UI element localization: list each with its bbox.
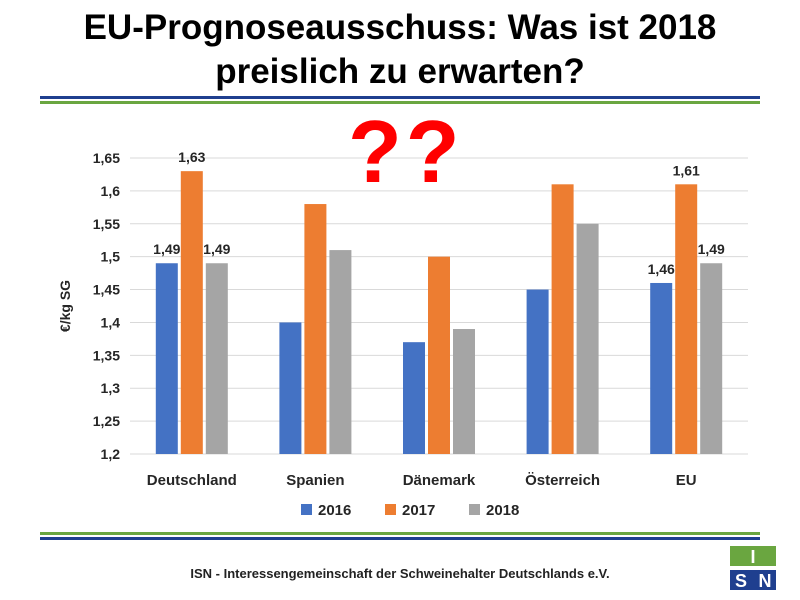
bar [279, 322, 302, 454]
footer-text: ISN - Interessengemeinschaft der Schwein… [190, 566, 610, 581]
svg-text:S: S [735, 571, 747, 591]
slide-title: EU-Prognoseausschuss: Was ist 2018 preis… [0, 6, 800, 94]
y-tick-label: 1,3 [101, 380, 121, 396]
isn-logo: I S N [728, 544, 778, 592]
y-tick-label: 1,5 [101, 249, 121, 265]
question-marks: ?? [348, 102, 464, 201]
x-tick-label: EU [676, 472, 697, 489]
data-label: 1,49 [698, 241, 725, 257]
data-label: 1,61 [673, 162, 700, 178]
data-label: 1,49 [203, 241, 230, 257]
bar [403, 342, 425, 454]
svg-text:N: N [759, 571, 772, 591]
svg-text:I: I [750, 547, 755, 567]
x-tick-label: Dänemark [403, 472, 476, 489]
bar [576, 223, 599, 454]
y-tick-label: 1,45 [93, 282, 120, 298]
legend-swatch [385, 504, 396, 515]
y-tick-label: 1,4 [101, 314, 121, 330]
bar [453, 329, 475, 454]
y-tick-label: 1,6 [101, 183, 121, 199]
bar [551, 184, 574, 455]
bar [526, 289, 549, 454]
y-tick-label: 1,65 [93, 150, 120, 166]
data-label: 1,63 [178, 149, 205, 165]
x-tick-label: Deutschland [147, 472, 237, 489]
x-tick-label: Österreich [525, 472, 600, 489]
bar [700, 263, 723, 454]
legend-swatch [469, 504, 480, 515]
data-label: 1,49 [153, 241, 180, 257]
bar [304, 204, 327, 454]
legend-swatch [301, 504, 312, 515]
bottom-rule-green [40, 532, 760, 535]
y-tick-label: 1,55 [93, 216, 120, 232]
y-tick-label: 1,25 [93, 413, 120, 429]
legend-label: 2017 [402, 502, 435, 519]
x-tick-label: Spanien [286, 472, 344, 489]
bar [205, 263, 228, 454]
title-line-2: preislich zu erwarten? [215, 52, 585, 91]
y-tick-label: 1,35 [93, 347, 120, 363]
top-rule-blue [40, 96, 760, 99]
top-rule-green [40, 101, 760, 104]
legend-label: 2018 [486, 502, 519, 519]
y-axis-label: €/kg SG [57, 280, 73, 332]
bar [428, 256, 450, 454]
bar [180, 171, 203, 454]
bar [329, 250, 352, 454]
legend-label: 2016 [318, 502, 351, 519]
bar [675, 184, 698, 455]
bar [650, 282, 673, 454]
title-line-1: EU-Prognoseausschuss: Was ist 2018 [83, 8, 717, 47]
bottom-rule-blue [40, 537, 760, 540]
bar [155, 263, 178, 454]
y-tick-label: 1,2 [101, 446, 121, 462]
data-label: 1,46 [648, 261, 675, 277]
